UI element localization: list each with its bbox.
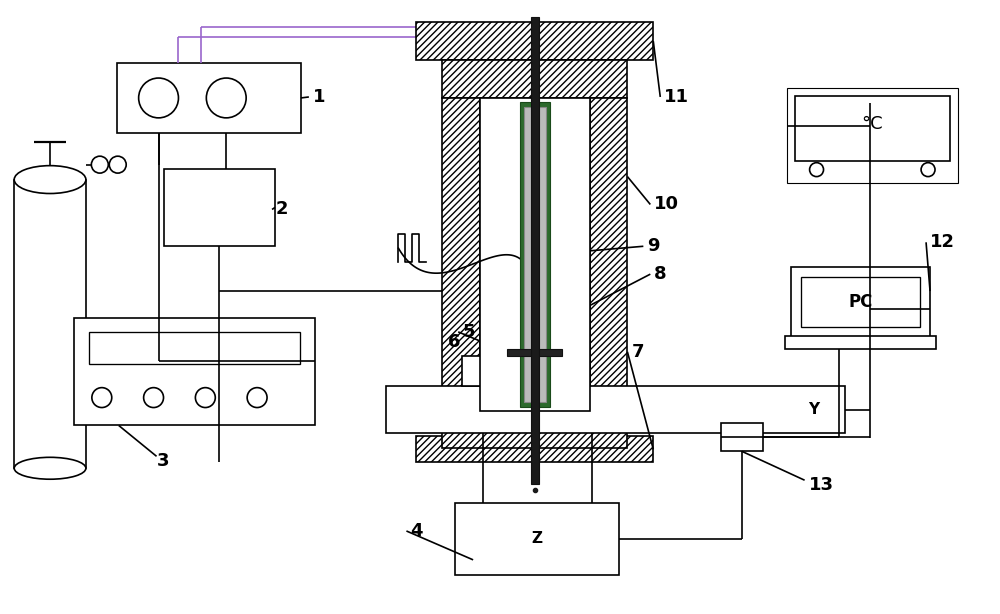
Bar <box>795 96 950 161</box>
Bar <box>462 356 590 386</box>
Bar <box>520 102 550 406</box>
Bar <box>721 424 763 451</box>
Text: 13: 13 <box>809 476 834 494</box>
Bar <box>791 267 930 337</box>
Circle shape <box>810 163 824 177</box>
Bar <box>455 503 619 575</box>
Circle shape <box>195 387 215 408</box>
Bar <box>531 17 539 484</box>
Circle shape <box>92 387 112 408</box>
Bar <box>74 318 315 426</box>
Text: PC: PC <box>848 293 873 311</box>
Circle shape <box>109 156 126 173</box>
Text: 8: 8 <box>654 265 667 283</box>
Circle shape <box>921 163 935 177</box>
Bar <box>442 411 627 448</box>
Bar <box>590 98 627 411</box>
Bar <box>416 437 653 462</box>
Bar <box>14 179 86 468</box>
Text: X: X <box>521 363 531 378</box>
Text: 12: 12 <box>930 233 955 251</box>
Bar <box>117 63 301 133</box>
Bar <box>416 22 653 60</box>
Bar <box>480 98 590 411</box>
Circle shape <box>144 387 164 408</box>
Text: 3: 3 <box>157 453 169 470</box>
Text: 11: 11 <box>664 88 689 106</box>
Text: Y: Y <box>808 402 819 417</box>
Text: 5: 5 <box>462 323 475 341</box>
Text: °C: °C <box>861 115 883 133</box>
Bar <box>801 277 920 327</box>
Text: 4: 4 <box>410 522 423 540</box>
Circle shape <box>206 78 246 118</box>
Bar <box>524 107 546 402</box>
Ellipse shape <box>14 166 86 193</box>
Text: 6: 6 <box>448 333 461 351</box>
Bar <box>89 332 300 363</box>
Circle shape <box>139 78 178 118</box>
Circle shape <box>247 387 267 408</box>
Bar <box>442 98 480 411</box>
Text: 7: 7 <box>631 343 644 361</box>
Text: 9: 9 <box>647 237 660 255</box>
Bar <box>442 60 627 98</box>
Text: 2: 2 <box>276 200 289 219</box>
Ellipse shape <box>14 457 86 479</box>
Bar <box>164 169 275 246</box>
Bar <box>785 336 936 349</box>
Circle shape <box>91 156 108 173</box>
Text: 10: 10 <box>654 195 679 214</box>
Bar <box>386 386 845 433</box>
Text: Z: Z <box>532 532 543 546</box>
Bar <box>787 88 958 182</box>
Text: 1: 1 <box>313 88 325 106</box>
Bar <box>507 349 562 356</box>
